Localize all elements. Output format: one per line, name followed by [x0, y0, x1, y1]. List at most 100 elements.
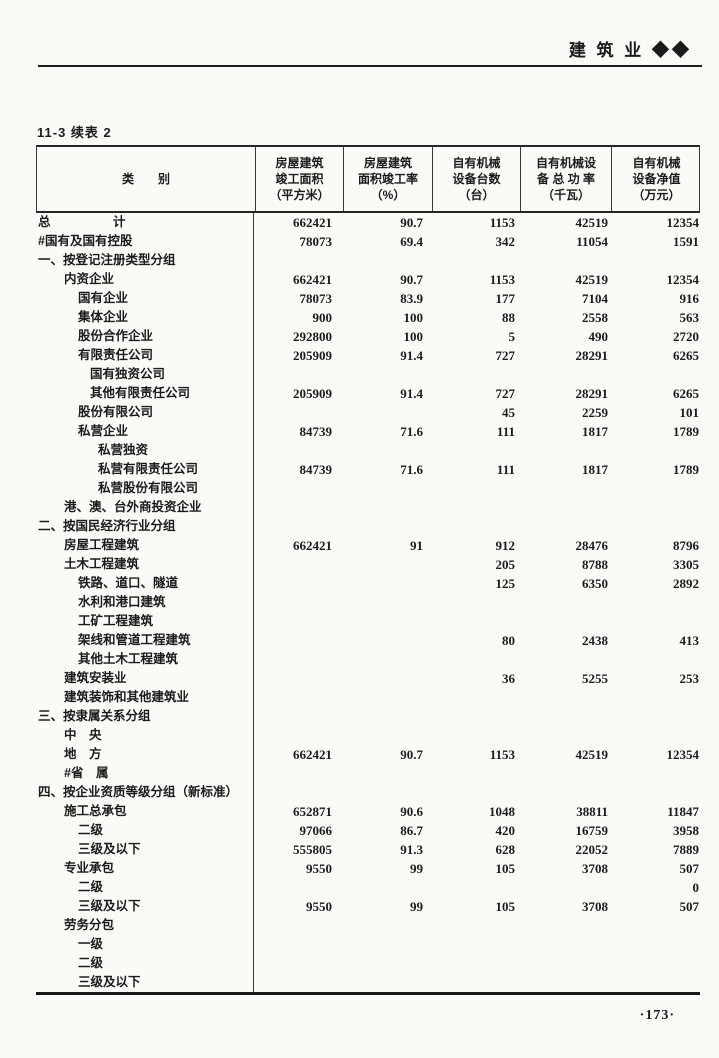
value-cell [254, 916, 342, 935]
table-row: 劳务分包 [36, 916, 700, 935]
value-cell: 12354 [666, 272, 700, 287]
category-cell: 二、按国民经济行业分组 [36, 517, 254, 536]
table-row: 内资企业 662421 90.7 1153 42519 12354 [36, 270, 700, 289]
category-cell: 私营独资 [36, 441, 254, 460]
value-cell: 8796 [673, 538, 699, 553]
value-cell: 22052 [575, 842, 609, 857]
value-cell [342, 669, 431, 688]
category-cell: 水利和港口建筑 [36, 593, 254, 612]
value-cell: 1048 [489, 804, 515, 819]
column-header-line: 面积竣工率 [357, 172, 418, 186]
value-cell [254, 631, 342, 650]
category-cell: 二级 [36, 821, 254, 840]
value-cell [610, 783, 700, 802]
column-header: 类 别 [37, 147, 255, 211]
column-header-line: （万元） [632, 188, 681, 202]
value-cell [610, 365, 700, 384]
value-cell [342, 612, 431, 631]
category-cell: #国有及国有控股 [36, 232, 254, 251]
value-cell: 1789 [673, 462, 699, 477]
table-row: 股份有限公司 45 2259 101 [36, 403, 700, 422]
value-cell: 105 [495, 899, 516, 914]
value-cell: 7889 [673, 842, 699, 857]
table-row: 四、按企业资质等级分组（新标准） [36, 783, 700, 802]
value-cell [431, 878, 519, 897]
value-cell [431, 726, 519, 745]
value-cell: 0 [692, 880, 700, 895]
column-header-line: 设备台数 [452, 172, 501, 186]
value-cell [342, 631, 431, 650]
value-cell: 1817 [582, 462, 608, 477]
value-cell [254, 688, 342, 707]
value-cell [431, 479, 519, 498]
table-row: 二级 [36, 954, 700, 973]
value-cell [342, 726, 431, 745]
value-cell [431, 954, 519, 973]
category-cell: 建筑安装业 [36, 669, 254, 688]
category-cell: 有限责任公司 [36, 346, 254, 365]
value-cell [610, 688, 700, 707]
value-cell: 205909 [293, 348, 332, 363]
value-cell [254, 973, 342, 992]
table-row: 二、按国民经济行业分组 [36, 517, 700, 536]
value-cell [342, 365, 431, 384]
value-cell: 662421 [293, 747, 332, 762]
value-cell [431, 764, 519, 783]
value-cell [431, 650, 519, 669]
value-cell: 628 [495, 842, 516, 857]
value-cell: 97066 [299, 823, 333, 838]
value-cell: 88 [502, 310, 515, 325]
category-cell: 劳务分包 [36, 916, 254, 935]
value-cell [342, 916, 431, 935]
value-cell [431, 251, 519, 270]
value-cell: 80 [502, 633, 515, 648]
category-cell: 其他有限责任公司 [36, 384, 254, 403]
value-cell [254, 650, 342, 669]
value-cell: 413 [679, 633, 700, 648]
value-cell [342, 403, 431, 422]
category-cell: 三级及以下 [36, 973, 254, 992]
value-cell [519, 517, 610, 536]
value-cell: 490 [588, 329, 609, 344]
value-cell: 253 [679, 671, 700, 686]
value-cell [431, 688, 519, 707]
category-cell: 工矿工程建筑 [36, 612, 254, 631]
value-cell: 652871 [293, 804, 332, 819]
value-cell [610, 441, 700, 460]
value-cell [342, 517, 431, 536]
category-cell: 三级及以下 [36, 897, 254, 916]
value-cell [254, 441, 342, 460]
value-cell [610, 498, 700, 517]
value-cell [431, 973, 519, 992]
value-cell: 38811 [576, 804, 608, 819]
value-cell [254, 878, 342, 897]
value-cell: 662421 [293, 538, 332, 553]
value-cell: 91.3 [400, 842, 423, 857]
value-cell [519, 251, 610, 270]
value-cell: 507 [679, 899, 700, 914]
value-cell: 1153 [489, 272, 515, 287]
statistics-table: 类 别房屋建筑 竣工面积 （平方米） 房屋建筑 面积竣工率 （%） 自有机械 设备台数 （台）自… [36, 145, 700, 995]
value-cell [610, 612, 700, 631]
value-cell: 1153 [489, 747, 515, 762]
table-row: 工矿工程建筑 [36, 612, 700, 631]
value-cell: 36 [502, 671, 515, 686]
value-cell: 8788 [582, 557, 608, 572]
column-header-line: 自有机械设 [535, 156, 596, 170]
value-cell: 727 [495, 348, 516, 363]
table-row: 中 央 [36, 726, 700, 745]
value-cell: 507 [679, 861, 700, 876]
value-cell: 16759 [575, 823, 609, 838]
value-cell [519, 365, 610, 384]
category-cell: 一级 [36, 935, 254, 954]
table-row: 其他土木工程建筑 [36, 650, 700, 669]
value-cell [519, 878, 610, 897]
value-cell [254, 707, 342, 726]
value-cell [431, 916, 519, 935]
table-row: 三级及以下 9550 99 105 3708 507 [36, 897, 700, 916]
table-row: 总 计 662421 90.7 1153 42519 12354 [36, 213, 700, 232]
value-cell [342, 555, 431, 574]
value-cell: 91 [410, 538, 423, 553]
column-header-line: 房屋建筑 [363, 156, 412, 170]
